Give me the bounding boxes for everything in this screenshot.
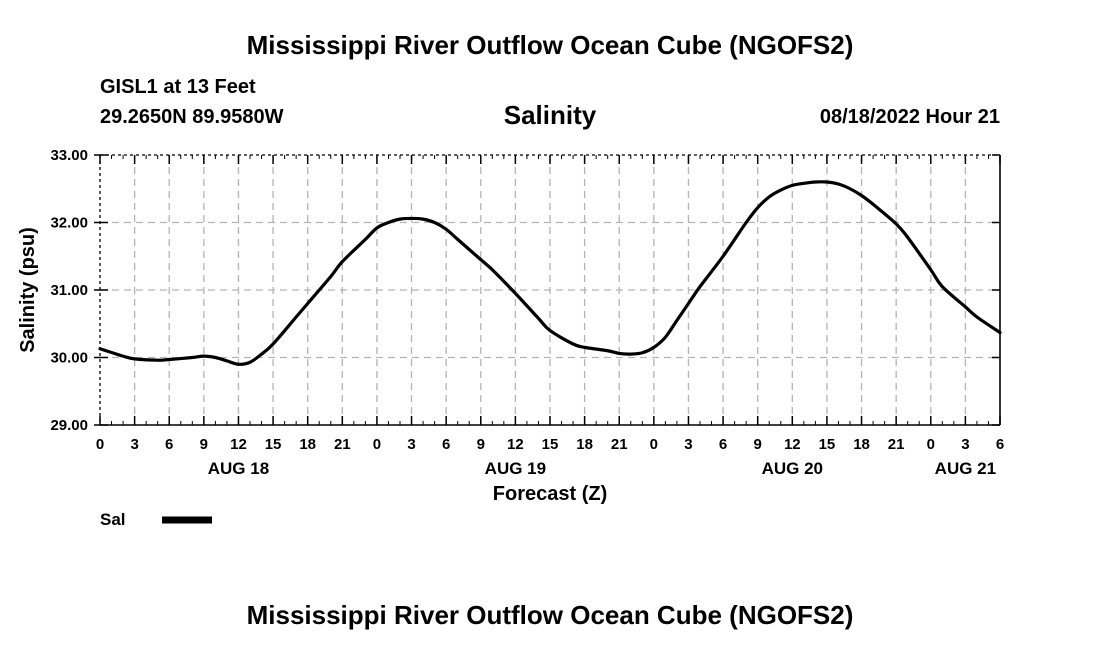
y-tick-label: 31.00 bbox=[50, 282, 88, 299]
x-tick-label: 15 bbox=[819, 436, 836, 453]
x-tick-label: 9 bbox=[477, 436, 485, 453]
legend: Sal bbox=[100, 510, 212, 529]
y-tick-label: 30.00 bbox=[50, 350, 88, 367]
page-title: Mississippi River Outflow Ocean Cube (NG… bbox=[246, 30, 854, 60]
chart-title: Salinity bbox=[503, 100, 597, 130]
x-tick-label: 15 bbox=[542, 436, 559, 453]
x-tick-label: 9 bbox=[754, 436, 762, 453]
x-tick-label: 9 bbox=[200, 436, 208, 453]
x-tick-label: 0 bbox=[650, 436, 658, 453]
x-tick-label: 12 bbox=[784, 436, 801, 453]
y-tick-label: 29.00 bbox=[50, 417, 88, 434]
x-tick-label: 3 bbox=[961, 436, 969, 453]
legend-label-sal: Sal bbox=[100, 510, 126, 529]
x-axis-title: Forecast (Z) bbox=[493, 483, 607, 505]
x-tick-label: 3 bbox=[407, 436, 415, 453]
x-tick-label: 12 bbox=[507, 436, 524, 453]
x-tick-label: 21 bbox=[611, 436, 628, 453]
x-tick-label: 3 bbox=[684, 436, 692, 453]
axis-labels: Forecast (Z) Salinity (psu) bbox=[17, 227, 607, 505]
x-tick-label: 0 bbox=[927, 436, 935, 453]
x-tick-label: 21 bbox=[334, 436, 351, 453]
series-line-sal bbox=[98, 180, 1002, 366]
date-label: AUG 19 bbox=[485, 459, 546, 478]
x-tick-label: 15 bbox=[265, 436, 282, 453]
page-title-repeat: Mississippi River Outflow Ocean Cube (NG… bbox=[246, 600, 854, 630]
x-tick-label: 6 bbox=[442, 436, 450, 453]
date-label: AUG 20 bbox=[762, 459, 823, 478]
axes: 0 3 6 9 12 15 18 21 0 3 6 9 12 15 18 21 0 3 6 9 12 15 18 21 0 3 6 2… bbox=[50, 147, 1004, 478]
x-tick-label: 18 bbox=[299, 436, 316, 453]
x-tick-label: 12 bbox=[230, 436, 247, 453]
station-coordinates: 29.2650N 89.9580W bbox=[100, 106, 284, 128]
x-tick-label: 6 bbox=[719, 436, 727, 453]
x-tick-label: 21 bbox=[888, 436, 905, 453]
x-tick-label: 18 bbox=[853, 436, 870, 453]
valid-time: 08/18/2022 Hour 21 bbox=[819, 106, 1000, 128]
x-tick-label: 18 bbox=[576, 436, 593, 453]
date-label: AUG 18 bbox=[208, 459, 269, 478]
y-axis-title: Salinity (psu) bbox=[17, 227, 39, 353]
grid bbox=[100, 155, 1000, 425]
x-tick-label: 0 bbox=[96, 436, 104, 453]
y-tick-label: 32.00 bbox=[50, 215, 88, 232]
x-tick-label: 6 bbox=[996, 436, 1004, 453]
series-layer bbox=[98, 180, 1002, 366]
x-tick-label: 3 bbox=[130, 436, 138, 453]
x-tick-label: 0 bbox=[373, 436, 381, 453]
station-label: GISL1 at 13 Feet bbox=[100, 76, 256, 98]
y-tick-label: 33.00 bbox=[50, 147, 88, 164]
x-tick-label: 6 bbox=[165, 436, 173, 453]
date-label: AUG 21 bbox=[935, 459, 996, 478]
